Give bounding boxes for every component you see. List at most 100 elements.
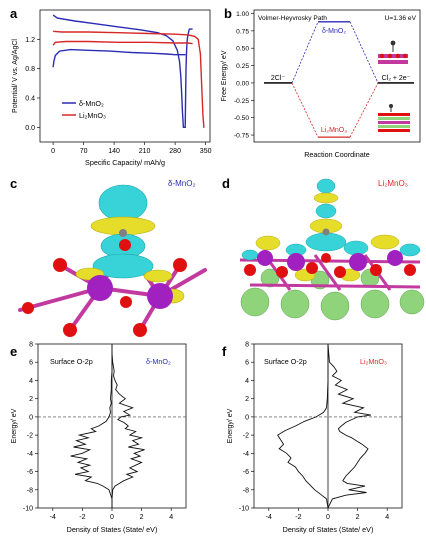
panel-label-c: c xyxy=(10,176,17,191)
panel-f-dos-li2mno3: -4 -2 0 2 4 8 6 4 2 0 -2 -4 -6 -8 -10 Surface O-2p Li₂… xyxy=(227,342,403,534)
panel-e-xlabel: Density of States (State/ eV) xyxy=(67,525,158,534)
panel-b-li-label: Li₂MnO₃ xyxy=(321,127,347,134)
b-ytick-label: 0.00 xyxy=(236,80,249,87)
b-ytick-label: -0.50 xyxy=(234,115,249,122)
panel-a-frame xyxy=(39,9,211,143)
a-ytick-label: 1.2 xyxy=(25,37,35,44)
e-xtick-label: -4 xyxy=(50,514,56,521)
f-dos-line-0 xyxy=(327,343,371,509)
e-xtick-label: 4 xyxy=(169,514,173,521)
legend-label-li: Li₂MnO₃ xyxy=(79,111,106,120)
b-connector-0-1 xyxy=(349,21,379,84)
b-ytick-label: 1.00 xyxy=(236,11,249,18)
cl-adsorbed-slab-icon xyxy=(378,104,410,132)
f-ytick-label: 4 xyxy=(245,378,249,385)
panel-b-free-energy: 1.00 0.75 0.50 0.25 0.00 -0.25 -0.50 -0.75 Volm… xyxy=(221,9,421,159)
panel-b-state-right: Cl₂ + 2e⁻ xyxy=(382,75,411,82)
f-dos-line-1 xyxy=(277,344,329,509)
panel-c-atoms xyxy=(22,229,187,337)
panel-f-xlabel: Density of States (State/ eV) xyxy=(283,525,374,534)
panel-f-title: Surface O-2p xyxy=(264,357,307,366)
panel-label-a: a xyxy=(10,6,18,21)
b-ytick-label: -0.25 xyxy=(234,98,249,105)
e-ytick-label: -4 xyxy=(27,451,33,458)
panel-e-series-label: δ-MnO₂ xyxy=(146,357,171,366)
panel-label-e: e xyxy=(10,344,17,359)
panel-d-charge-density-li2mno3: Li₂MnO₃ xyxy=(239,178,425,321)
e-ytick-label: 0 xyxy=(29,414,33,421)
a-xtick-label: 0 xyxy=(51,148,55,155)
f-ytick-label: -6 xyxy=(243,469,249,476)
f-xtick-label: 4 xyxy=(385,514,389,521)
f-ytick-label: -10 xyxy=(239,506,249,513)
a-ytick-label: 0.4 xyxy=(25,96,35,103)
f-xtick-label: 0 xyxy=(326,514,330,521)
b-connector-1-1 xyxy=(349,82,379,138)
f-ytick-label: -2 xyxy=(243,433,249,440)
f-ytick-label: 8 xyxy=(245,342,249,349)
f-ytick-label: 0 xyxy=(245,414,249,421)
panel-label-d: d xyxy=(222,176,230,191)
panel-e-dos-delta-mno2: -4 -2 0 2 4 8 6 4 2 0 -2 -4 -6 -8 -10 Surface O-2p δ-M… xyxy=(11,342,187,534)
panel-b-annotation: U=1.36 eV xyxy=(385,15,417,22)
a-xtick-label: 210 xyxy=(139,148,151,155)
b-ytick-label: 0.25 xyxy=(236,63,249,70)
e-ytick-label: 2 xyxy=(29,396,33,403)
b-connector-0-0 xyxy=(291,21,319,84)
e-xtick-label: 0 xyxy=(110,514,114,521)
panel-label-f: f xyxy=(222,344,227,359)
a-ytick-label: 0.0 xyxy=(25,125,35,132)
a-series-line-3 xyxy=(52,40,193,46)
a-xtick-label: 140 xyxy=(108,148,120,155)
b-ytick-label: 0.75 xyxy=(236,28,249,35)
a-series-line-2 xyxy=(52,48,186,68)
panel-d-material-label: Li₂MnO₃ xyxy=(378,179,408,188)
panel-f-series-label: Li₂MnO₃ xyxy=(360,357,387,366)
panel-b-state-left: 2Cl⁻ xyxy=(271,75,286,82)
a-ytick-label: 0.8 xyxy=(25,66,35,73)
b-connector-1-0 xyxy=(291,82,319,138)
panel-a-charge-discharge: 0 70 140 210 280 350 0.0 0.4 0.8 1.2 Specific Cap… xyxy=(12,9,212,167)
panel-a-xlabel: Specific Capacity/ mAh/g xyxy=(85,158,165,167)
b-ytick-label: 0.50 xyxy=(236,46,249,53)
f-xtick-label: -4 xyxy=(266,514,272,521)
f-xtick-label: 2 xyxy=(356,514,360,521)
panel-b-ylabel: Free Energy/ eV xyxy=(221,50,228,101)
a-series-line-1 xyxy=(53,30,205,128)
f-ytick-label: -4 xyxy=(243,451,249,458)
f-xtick-label: -2 xyxy=(295,514,301,521)
panel-a-ylabel: Potential/ V vs. Ag/AgCl xyxy=(12,39,19,113)
panel-b-xlabel: Reaction Coordinate xyxy=(304,150,370,159)
a-xtick-label: 280 xyxy=(169,148,181,155)
panel-c-charge-density-delta-mno2: δ-MnO₂ xyxy=(18,179,207,337)
panel-e-title: Surface O-2p xyxy=(50,357,93,366)
legend-label-delta: δ-MnO₂ xyxy=(79,99,104,108)
b-ytick-label: -0.75 xyxy=(234,133,249,140)
e-ytick-label: -6 xyxy=(27,469,33,476)
e-ytick-label: -2 xyxy=(27,433,33,440)
panel-d-lithium-layer xyxy=(240,268,425,321)
panel-a-legend: δ-MnO₂ Li₂MnO₃ xyxy=(62,99,106,120)
cl2-desorbed-molecule-icon xyxy=(378,40,408,64)
panel-b-frame xyxy=(253,9,421,143)
panel-c-material-label: δ-MnO₂ xyxy=(168,179,196,188)
a-xtick-label: 350 xyxy=(200,148,212,155)
a-series-line-0 xyxy=(52,14,193,128)
f-ytick-label: -8 xyxy=(243,487,249,494)
panel-e-ylabel: Energy/ eV xyxy=(11,408,18,443)
panel-d-isosurface xyxy=(241,178,421,282)
panel-label-b: b xyxy=(224,6,232,21)
e-ytick-label: -10 xyxy=(23,506,33,513)
a-xtick-label: 70 xyxy=(80,148,88,155)
panel-b-title: Volmer-Heyvrosky Path xyxy=(258,15,327,22)
e-ytick-label: 6 xyxy=(29,360,33,367)
panel-d-atoms xyxy=(244,228,416,278)
e-ytick-label: 8 xyxy=(29,342,33,349)
e-xtick-label: -2 xyxy=(79,514,85,521)
panel-b-delta-label: δ-MnO₂ xyxy=(322,28,346,35)
e-ytick-label: 4 xyxy=(29,378,33,385)
panel-f-ylabel: Energy/ eV xyxy=(227,408,234,443)
e-dos-line-1 xyxy=(70,344,113,508)
e-dos-line-0 xyxy=(111,344,145,508)
